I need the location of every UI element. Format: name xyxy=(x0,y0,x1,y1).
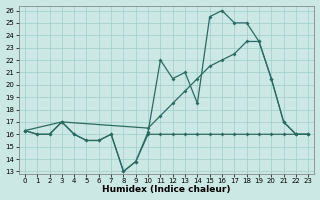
X-axis label: Humidex (Indice chaleur): Humidex (Indice chaleur) xyxy=(102,185,231,194)
